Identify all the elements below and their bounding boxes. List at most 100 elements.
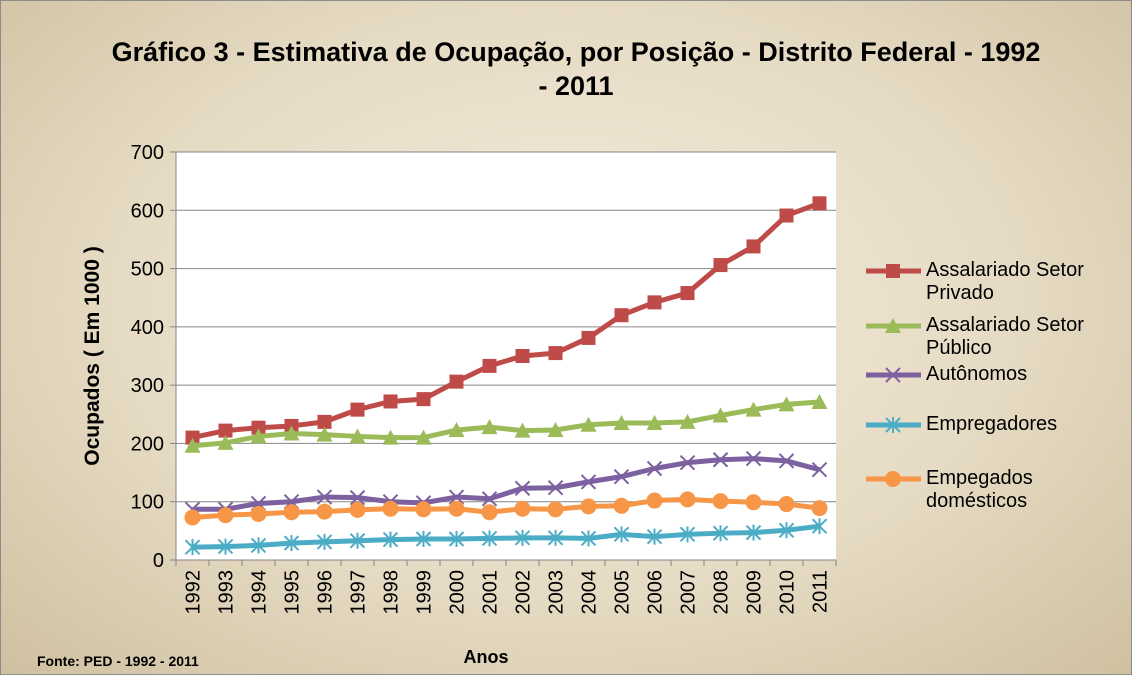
marker bbox=[679, 454, 696, 471]
marker bbox=[547, 529, 564, 546]
marker bbox=[712, 493, 729, 510]
marker bbox=[316, 533, 333, 550]
y-tick-label: 100 bbox=[131, 492, 164, 514]
marker bbox=[885, 367, 901, 383]
y-tick-label: 300 bbox=[131, 375, 164, 397]
marker bbox=[885, 318, 901, 333]
marker bbox=[184, 437, 201, 453]
legend-label: Empregadores bbox=[926, 413, 1058, 435]
marker bbox=[580, 474, 597, 490]
marker bbox=[481, 504, 498, 521]
marker bbox=[250, 505, 267, 522]
marker bbox=[646, 460, 663, 477]
marker bbox=[415, 501, 432, 518]
marker bbox=[448, 531, 465, 548]
marker bbox=[217, 434, 234, 450]
marker bbox=[811, 500, 828, 517]
marker bbox=[580, 416, 597, 432]
marker bbox=[812, 196, 827, 211]
marker bbox=[886, 264, 900, 278]
marker bbox=[449, 374, 464, 389]
marker bbox=[415, 531, 432, 548]
marker bbox=[349, 489, 366, 506]
x-axis-title: Anos bbox=[464, 647, 509, 667]
x-tick-label: 1993 bbox=[216, 570, 238, 615]
marker bbox=[481, 419, 498, 435]
legend-label: Autônomos bbox=[926, 363, 1028, 385]
x-tick-label: 2004 bbox=[579, 570, 601, 615]
marker bbox=[811, 461, 828, 478]
x-tick-label: 2010 bbox=[777, 570, 799, 615]
marker bbox=[778, 522, 795, 539]
marker bbox=[712, 407, 729, 423]
marker bbox=[250, 428, 267, 444]
marker bbox=[647, 295, 662, 310]
legend-label: Assalariado Setor Privado bbox=[926, 259, 1084, 304]
marker bbox=[316, 426, 333, 442]
legend-label: Assalariado Setor Público bbox=[926, 314, 1084, 359]
marker bbox=[514, 500, 531, 517]
marker bbox=[548, 346, 563, 361]
x-tick-label: 2009 bbox=[744, 570, 766, 615]
series-line bbox=[192, 399, 820, 449]
marker bbox=[251, 420, 266, 435]
x-tick-label: 2011 bbox=[810, 570, 832, 613]
marker bbox=[885, 417, 901, 433]
marker bbox=[481, 491, 498, 507]
marker bbox=[283, 504, 300, 521]
marker bbox=[350, 402, 365, 417]
x-tick-label: 2003 bbox=[546, 570, 568, 615]
marker bbox=[613, 415, 630, 431]
source-note: Fonte: PED - 1992 - 2011 bbox=[37, 653, 199, 669]
marker bbox=[646, 415, 663, 431]
marker bbox=[581, 330, 596, 345]
marker bbox=[383, 394, 398, 409]
marker bbox=[217, 507, 234, 524]
marker bbox=[613, 497, 630, 514]
marker bbox=[283, 425, 300, 441]
marker bbox=[745, 524, 762, 541]
marker bbox=[514, 529, 531, 546]
legend-label: Empegados domésticos bbox=[926, 467, 1033, 512]
marker bbox=[349, 532, 366, 549]
marker bbox=[184, 509, 201, 526]
marker bbox=[746, 239, 761, 254]
y-axis-title: Ocupados ( Em 1000 ) bbox=[81, 246, 104, 465]
marker bbox=[613, 468, 630, 485]
marker bbox=[185, 430, 200, 445]
marker bbox=[580, 498, 597, 515]
marker bbox=[712, 452, 729, 468]
marker bbox=[679, 491, 696, 508]
marker bbox=[448, 500, 465, 517]
marker bbox=[680, 286, 695, 301]
marker bbox=[514, 422, 531, 438]
y-tick-label: 700 bbox=[131, 142, 164, 164]
x-tick-label: 1999 bbox=[414, 570, 436, 615]
plot-area bbox=[176, 152, 836, 560]
marker bbox=[712, 525, 729, 542]
y-tick-label: 500 bbox=[131, 259, 164, 281]
marker bbox=[778, 496, 795, 513]
marker bbox=[811, 518, 828, 535]
marker bbox=[316, 489, 333, 505]
marker bbox=[547, 480, 564, 496]
marker bbox=[778, 453, 795, 469]
marker bbox=[481, 530, 498, 547]
x-tick-label: 2008 bbox=[711, 570, 733, 615]
y-tick-label: 600 bbox=[131, 200, 164, 222]
marker bbox=[679, 413, 696, 429]
marker bbox=[382, 500, 399, 517]
x-tick-label: 1997 bbox=[348, 570, 370, 615]
x-tick-label: 1998 bbox=[381, 570, 403, 615]
marker bbox=[514, 480, 531, 497]
series-line bbox=[192, 456, 821, 512]
marker bbox=[448, 422, 465, 438]
marker bbox=[382, 429, 399, 445]
marker bbox=[613, 526, 630, 543]
marker bbox=[885, 471, 901, 487]
marker bbox=[349, 428, 366, 444]
marker bbox=[745, 401, 762, 417]
x-tick-label: 2007 bbox=[678, 570, 700, 615]
